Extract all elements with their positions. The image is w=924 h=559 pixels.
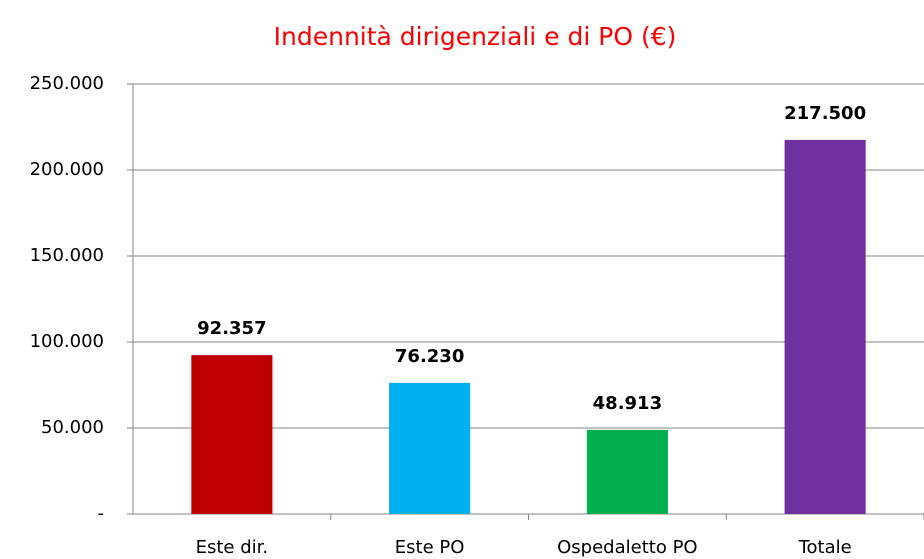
x-tick-label: Este dir.: [196, 537, 269, 558]
data-label: 92.357: [197, 318, 266, 339]
y-tick-label: -: [98, 503, 105, 524]
bar: [389, 382, 471, 514]
chart-title: Indennità dirigenziali e di PO (€): [274, 22, 677, 51]
data-label: 48.913: [593, 393, 662, 414]
y-tick-label: 100.000: [30, 331, 104, 352]
x-tick-label: Este PO: [395, 537, 465, 558]
bar: [191, 355, 273, 514]
y-tick-label: 200.000: [30, 159, 104, 180]
x-tick-label: Totale: [798, 537, 852, 558]
x-tick-label: Ospedaletto PO: [557, 537, 697, 558]
data-label: 76.230: [395, 346, 464, 367]
data-label: 217.500: [784, 103, 866, 124]
y-tick-label: 50.000: [41, 417, 104, 438]
y-tick-label: 150.000: [30, 245, 104, 266]
bar: [586, 429, 668, 514]
bar: [784, 139, 866, 514]
y-tick-label: 250.000: [30, 73, 104, 94]
